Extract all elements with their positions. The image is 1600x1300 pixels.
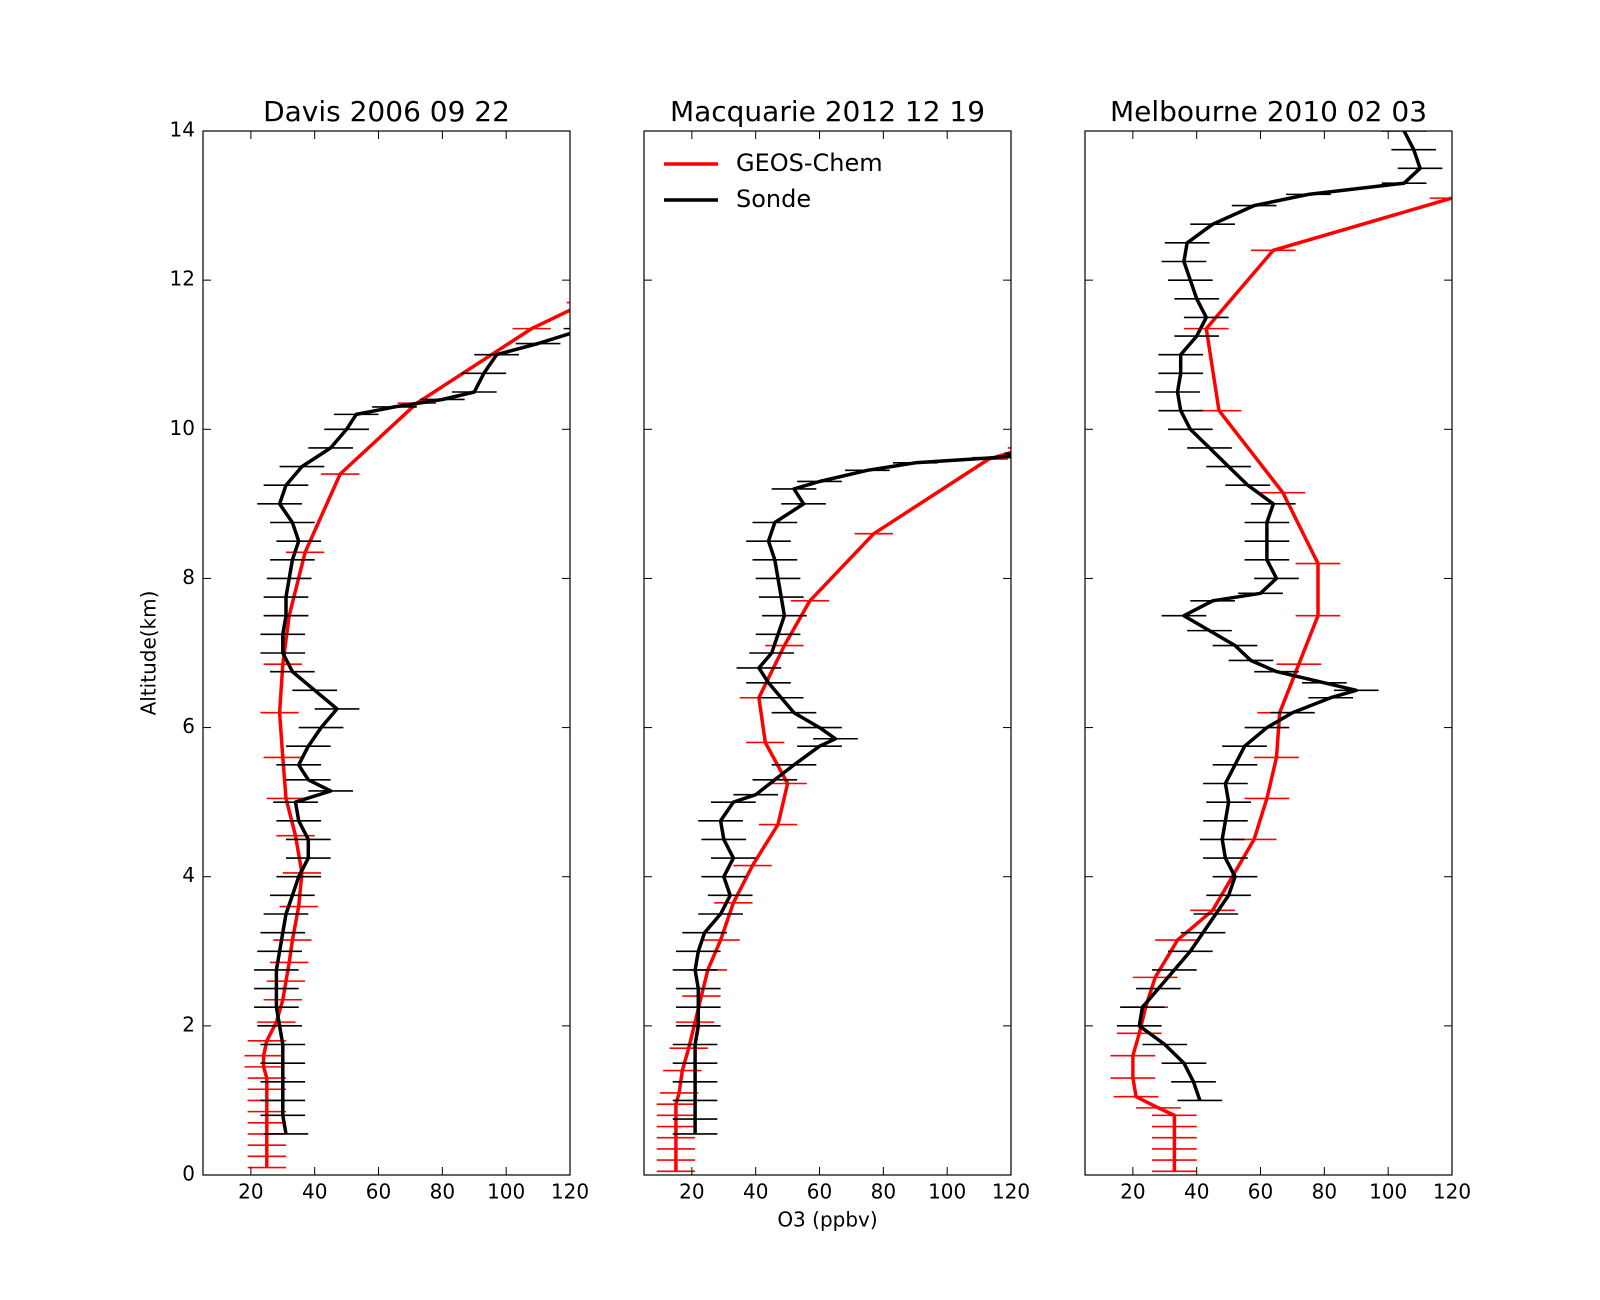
y-tick-label: 10 — [170, 416, 195, 440]
profile-line — [693, 453, 1011, 1134]
axes-frame — [202, 130, 571, 1176]
x-tick-label: 60 — [807, 1180, 832, 1204]
x-tick-label: 60 — [1248, 1180, 1273, 1204]
plot-area — [1110, 131, 1452, 1173]
profile-line — [274, 331, 570, 1135]
profile-line — [261, 308, 570, 1168]
legend-label: GEOS-Chem — [736, 149, 883, 177]
x-tick-label: 40 — [743, 1180, 768, 1204]
plot-area — [656, 447, 1011, 1173]
y-tick-label: 2 — [182, 1012, 195, 1036]
axes-frame — [643, 130, 1012, 1176]
plot-area — [244, 301, 570, 1169]
y-tick-label: 14 — [170, 118, 195, 142]
x-tick-label: 120 — [1433, 1180, 1471, 1204]
x-tick-label: 20 — [238, 1180, 263, 1204]
chart-title: Davis 2006 09 22 — [263, 95, 510, 128]
x-tick-label: 100 — [928, 1180, 966, 1204]
axes-frame — [1084, 130, 1453, 1176]
y-tick-label: 0 — [182, 1162, 195, 1186]
y-tick-label: 8 — [182, 565, 195, 589]
x-tick-label: 80 — [430, 1180, 455, 1204]
profile-line — [1131, 196, 1452, 1172]
x-tick-label: 120 — [551, 1180, 589, 1204]
chart-title: Macquarie 2012 12 19 — [670, 95, 985, 128]
profile-line — [1137, 131, 1422, 1101]
x-axis-label: O3 (ppbv) — [777, 1208, 877, 1232]
y-tick-label: 4 — [182, 863, 195, 887]
x-tick-label: 40 — [1184, 1180, 1209, 1204]
y-tick-label: 6 — [182, 714, 195, 738]
chart-title: Melbourne 2010 02 03 — [1110, 95, 1427, 128]
x-tick-label: 100 — [487, 1180, 525, 1204]
x-tick-label: 40 — [302, 1180, 327, 1204]
x-tick-label: 80 — [871, 1180, 896, 1204]
y-axis-label: Altitude(km) — [137, 591, 161, 716]
x-tick-label: 20 — [1120, 1180, 1145, 1204]
x-tick-label: 100 — [1369, 1180, 1407, 1204]
y-tick-label: 12 — [170, 267, 195, 291]
legend-label: Sonde — [736, 185, 811, 213]
x-tick-label: 20 — [679, 1180, 704, 1204]
x-tick-label: 80 — [1312, 1180, 1337, 1204]
x-tick-label: 120 — [992, 1180, 1030, 1204]
x-tick-label: 60 — [366, 1180, 391, 1204]
